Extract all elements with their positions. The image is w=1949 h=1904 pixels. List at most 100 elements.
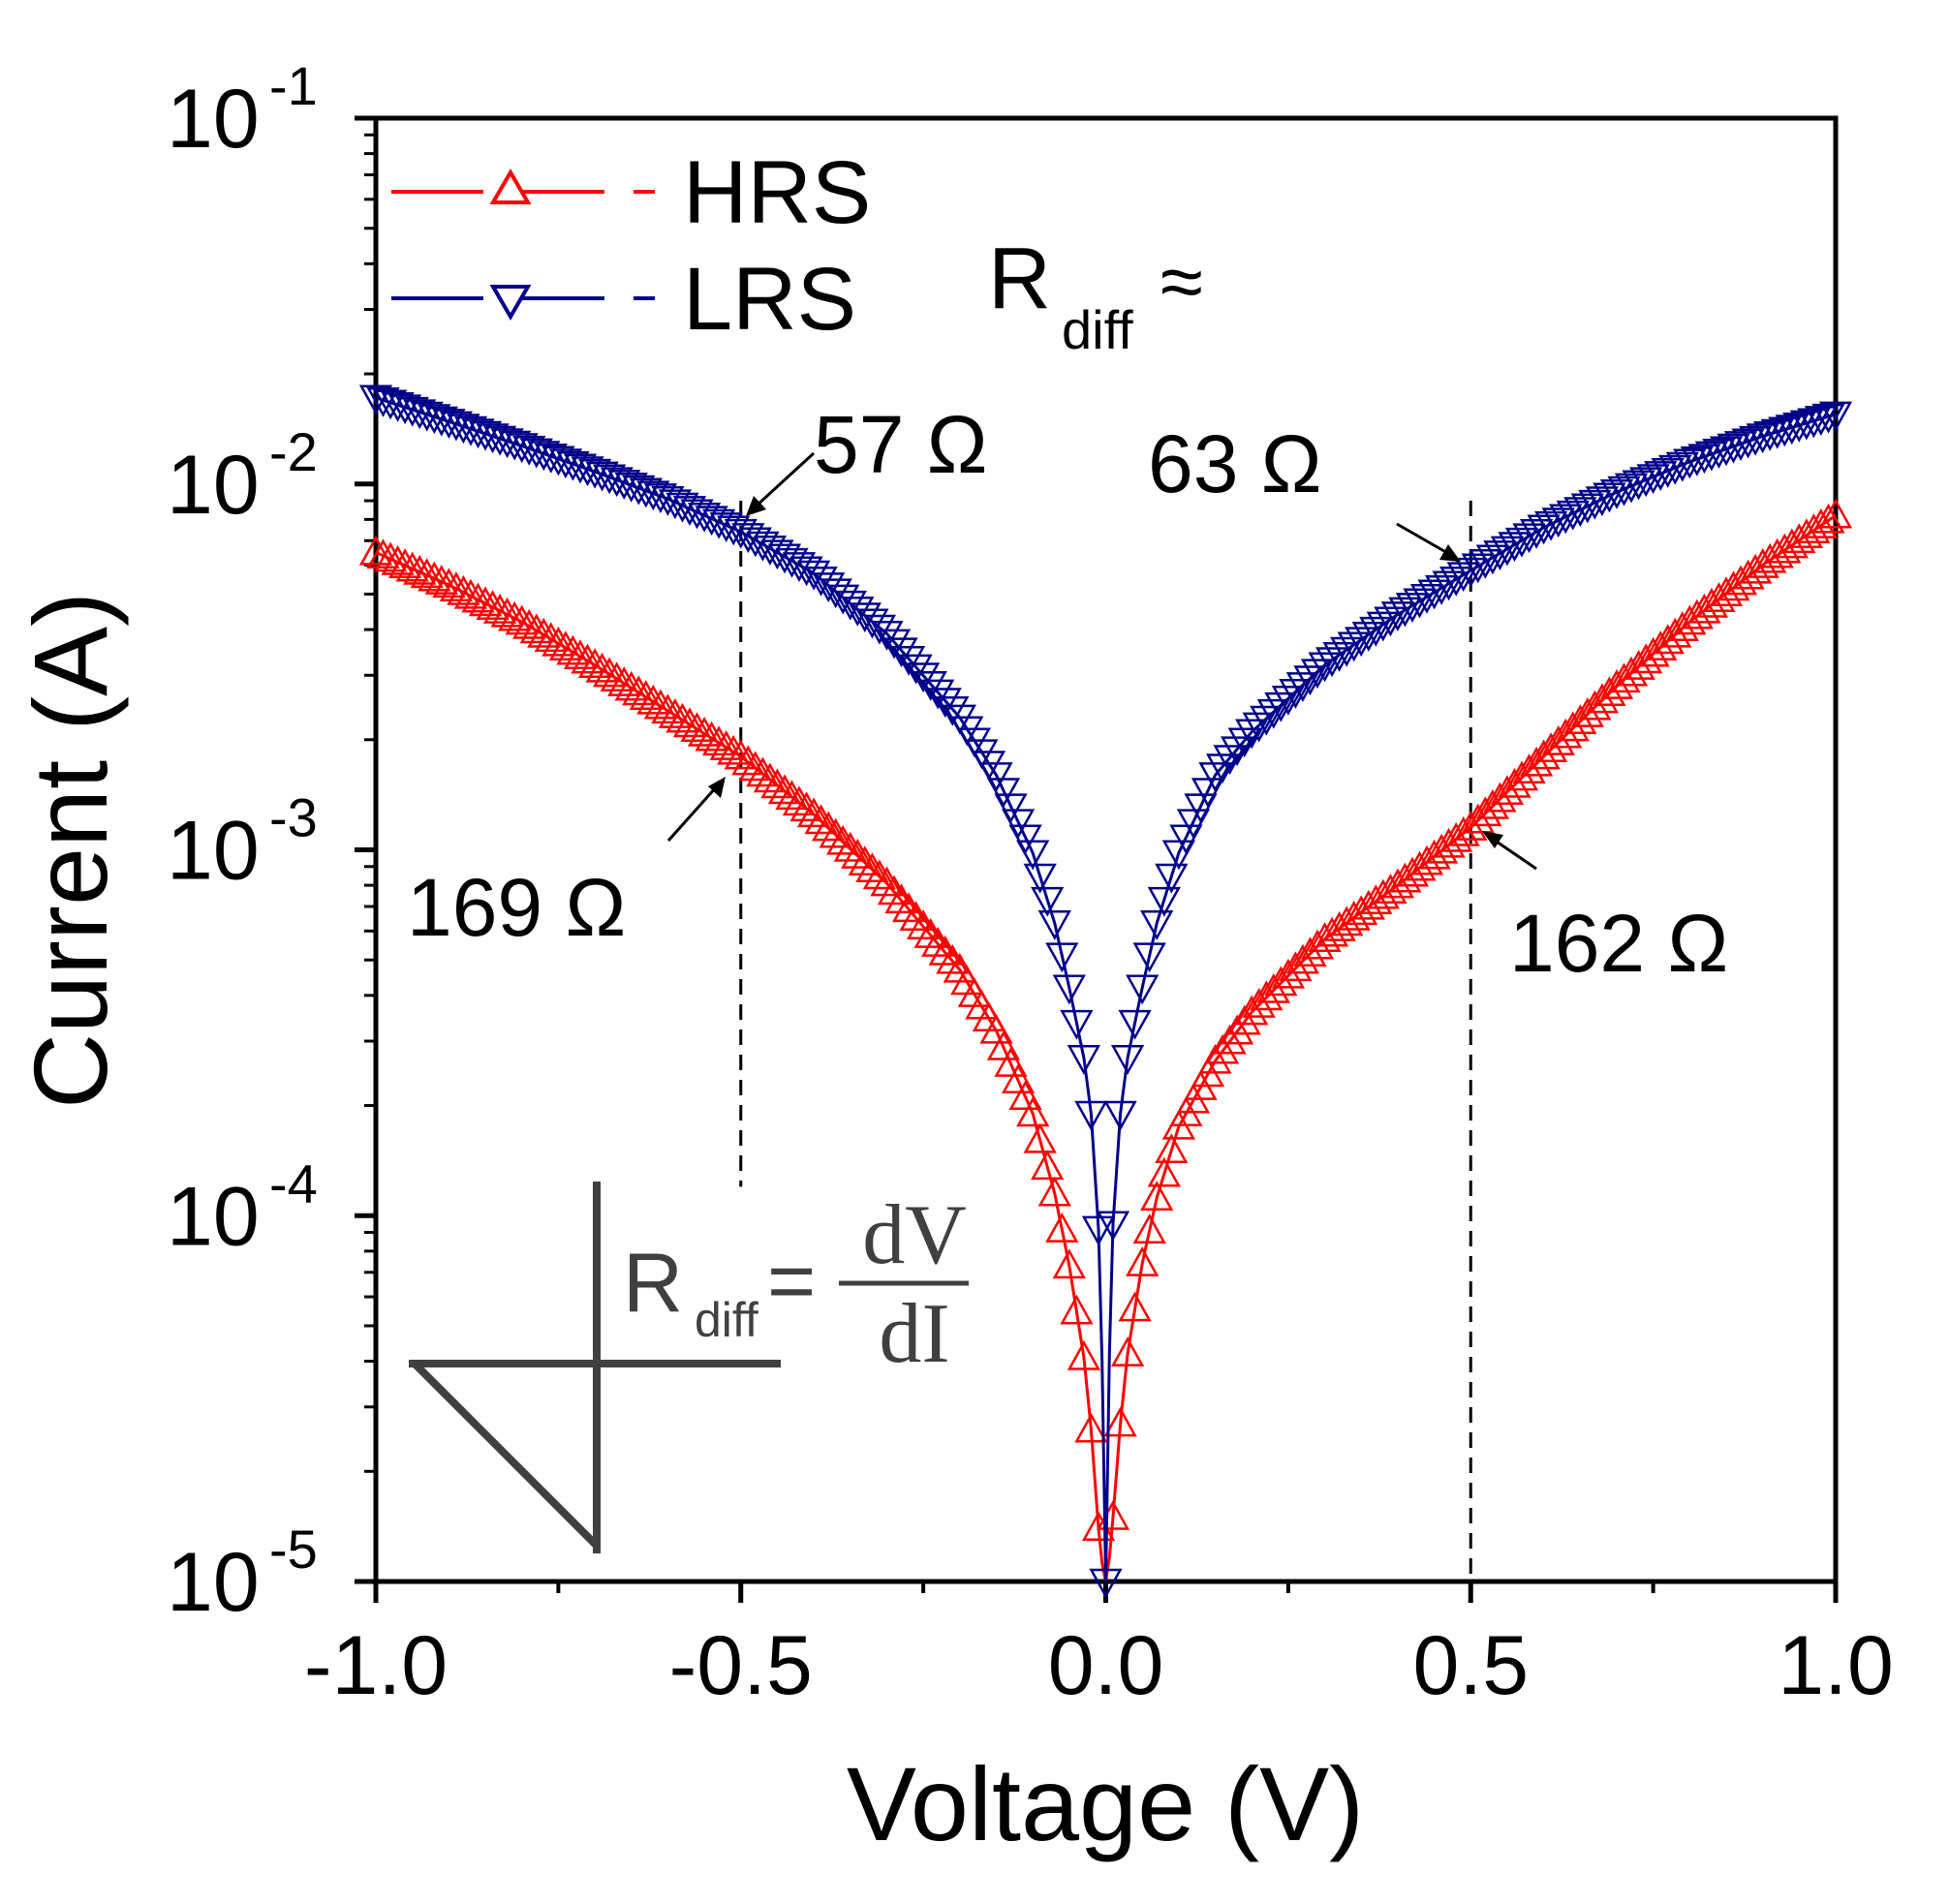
data-point: [906, 909, 941, 939]
data-point: [1578, 489, 1612, 520]
hrs-left-arrow: [666, 785, 719, 842]
data-point: [1016, 840, 1050, 871]
data-point: [1300, 659, 1335, 690]
y-tick-exponent: -2: [269, 421, 318, 482]
data-point: [395, 396, 429, 427]
data-point: [1205, 1033, 1240, 1064]
data-point: [1147, 1156, 1181, 1187]
rdiff-label: R: [988, 230, 1051, 327]
data-point: [1483, 540, 1517, 570]
data-point: [1804, 406, 1839, 436]
data-point: [600, 467, 634, 498]
data-point: [418, 561, 451, 592]
data-point: [410, 558, 444, 589]
data-point: [1001, 1063, 1036, 1093]
data-point: [1052, 1248, 1086, 1279]
data-point: [1271, 685, 1306, 716]
data-point: [1351, 622, 1385, 652]
data-point: [936, 695, 970, 726]
data-point: [701, 508, 736, 539]
data-point: [1417, 839, 1451, 870]
data-point: [1454, 557, 1488, 588]
data-point: [629, 680, 663, 710]
data-point: [432, 568, 466, 599]
data-point: [1345, 895, 1378, 926]
data-point: [1673, 604, 1707, 635]
data-point: [804, 804, 838, 835]
data-point: [1782, 412, 1816, 443]
data-point: [1753, 542, 1787, 573]
y-tick-exponent: -5: [269, 1519, 318, 1580]
data-point: [490, 428, 524, 459]
data-point: [1789, 410, 1824, 441]
data-point: [1308, 652, 1342, 683]
data-point: [1702, 582, 1736, 612]
data-point: [622, 475, 656, 506]
data-point: [1155, 863, 1189, 894]
data-point: [913, 918, 947, 948]
data-point: [505, 433, 539, 464]
data-point: [899, 901, 933, 932]
data-point: [643, 483, 678, 513]
lrs-left-arrowhead: [746, 496, 766, 516]
data-point: [1738, 425, 1773, 456]
legend-lrs-label: LRS: [683, 250, 856, 349]
data-point: [461, 582, 495, 613]
data-point: [884, 637, 918, 668]
data-point: [1330, 636, 1364, 667]
data-point: [1351, 889, 1385, 920]
data-point: [1126, 1246, 1160, 1276]
data-point: [1519, 518, 1554, 549]
data-point: [1593, 482, 1626, 513]
x-tick-label: -1.0: [304, 1619, 448, 1712]
data-point: [1680, 599, 1714, 630]
data-point: [1746, 423, 1779, 454]
data-point: [789, 556, 823, 587]
lrs-left-arrow: [754, 451, 816, 508]
annotation-hrs-left: 169 Ω: [407, 777, 726, 953]
data-point: [775, 780, 809, 811]
data-point: [782, 552, 817, 582]
data-point: [381, 391, 415, 422]
data-point: [665, 492, 699, 523]
data-point: [1031, 1150, 1065, 1181]
data-point: [1264, 691, 1298, 722]
legend-lrs-marker: [489, 285, 532, 321]
data-point: [1045, 942, 1079, 973]
data-point: [1504, 527, 1539, 558]
rdiff-subscript: diff: [1062, 299, 1133, 360]
data-point: [1256, 972, 1290, 1003]
data-point: [447, 574, 480, 605]
data-point: [1694, 587, 1729, 618]
x-axis-label: Voltage (V): [847, 1745, 1364, 1862]
data-point: [1636, 464, 1670, 495]
data-point: [1235, 995, 1269, 1026]
series-hrs: [358, 498, 1853, 1582]
y-tick-exponent: -1: [269, 55, 318, 116]
data-point: [1227, 1004, 1261, 1035]
data-point: [1140, 910, 1174, 940]
data-point: [468, 420, 503, 451]
data-point: [563, 639, 598, 670]
data-point: [1797, 408, 1831, 439]
data-point: [1264, 966, 1298, 997]
data-point: [1271, 958, 1306, 989]
data-point: [1037, 910, 1071, 940]
data-point: [1074, 1100, 1108, 1131]
data-point: [592, 464, 627, 495]
data-point: [643, 689, 678, 720]
data-point: [1060, 1294, 1094, 1325]
data-point: [1045, 1213, 1079, 1243]
data-point: [1374, 874, 1408, 904]
data-point: [556, 634, 590, 665]
formula-subscript: diff: [695, 1293, 758, 1347]
data-point: [1585, 486, 1620, 517]
data-point: [424, 406, 458, 437]
data-point: [994, 793, 1028, 824]
data-point: [1702, 439, 1736, 469]
data-point: [1439, 566, 1473, 597]
data-point: [1768, 533, 1802, 564]
data-point: [1220, 1014, 1254, 1045]
data-point: [410, 401, 444, 432]
data-point: [1446, 562, 1480, 593]
